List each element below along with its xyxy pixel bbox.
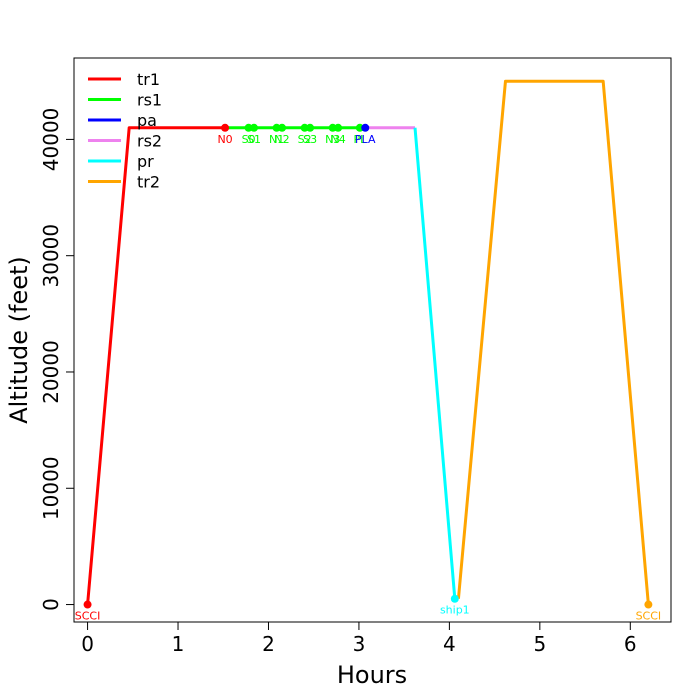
waypoint-label: N2 — [274, 133, 289, 146]
series-line-tr2 — [456, 79, 650, 605]
legend-label: pa — [137, 111, 157, 130]
y-axis-title: Altitude (feet) — [5, 256, 33, 424]
x-tick-label: 0 — [81, 632, 94, 656]
legend-label: rs2 — [137, 132, 162, 151]
x-tick-label: 6 — [624, 632, 637, 656]
waypoint-marker — [83, 600, 92, 609]
waypoint-label: S0 — [242, 133, 256, 146]
x-tick-label: 5 — [533, 632, 546, 656]
series-layer — [86, 79, 650, 605]
waypoint-marker — [450, 594, 459, 603]
waypoint-marker — [644, 600, 653, 609]
waypoint-label: ship1 — [440, 604, 470, 617]
waypoint-marker — [278, 123, 287, 132]
legend-label: pr — [137, 152, 154, 171]
series-line-pr — [413, 127, 457, 599]
waypoint-label: PLA — [355, 133, 376, 146]
waypoint-label: N4 — [331, 133, 346, 146]
legend-label: rs1 — [137, 91, 162, 110]
series-line-tr1 — [86, 126, 226, 605]
y-axis: 0 10000 20000 30000 40000 — [39, 108, 75, 611]
waypoint-marker — [250, 123, 259, 132]
waypoint-label: PL — [353, 133, 367, 146]
waypoint-label: N3 — [325, 133, 340, 146]
x-axis: 0 1 2 3 4 5 6 — [81, 621, 637, 656]
legend-label: tr2 — [137, 173, 160, 192]
x-tick-label: 3 — [353, 632, 366, 656]
waypoint-label: SCCI — [636, 610, 662, 623]
waypoint-label: S1 — [247, 133, 261, 146]
waypoint-marker — [306, 123, 315, 132]
y-tick-label: 20000 — [39, 340, 63, 404]
waypoint-marker — [221, 123, 230, 132]
x-tick-label: 2 — [262, 632, 275, 656]
waypoint-label: S3 — [303, 133, 317, 146]
waypoint-marker — [334, 123, 343, 132]
legend-label: tr1 — [137, 70, 160, 89]
waypoint-label: S2 — [298, 133, 312, 146]
x-tick-label: 1 — [172, 632, 185, 656]
y-tick-label: 0 — [39, 598, 63, 611]
y-tick-label: 10000 — [39, 456, 63, 520]
waypoint-label: SCCI — [75, 610, 101, 623]
waypoint-marker — [361, 123, 370, 132]
x-axis-title: Hours — [337, 661, 407, 689]
waypoint-label: N0 — [217, 133, 232, 146]
y-tick-label: 30000 — [39, 224, 63, 288]
x-tick-label: 4 — [443, 632, 456, 656]
waypoint-label: N1 — [269, 133, 284, 146]
y-tick-label: 40000 — [39, 108, 63, 172]
